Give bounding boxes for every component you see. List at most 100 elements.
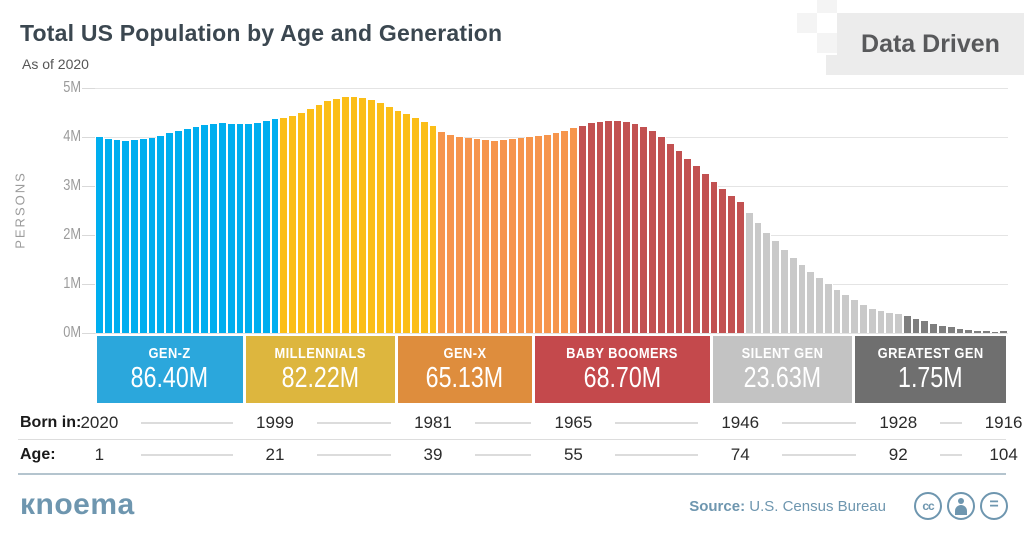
bar — [437, 132, 447, 333]
bar — [305, 108, 315, 333]
generation-band: GEN-Z 86.40M — [96, 336, 243, 403]
bar — [182, 128, 192, 333]
bar — [815, 278, 824, 333]
bar — [349, 96, 359, 333]
y-tick-label: 5M — [63, 79, 81, 96]
attribution-person-icon[interactable] — [947, 492, 975, 520]
bar — [586, 123, 596, 333]
leader-line — [782, 422, 857, 424]
bar — [367, 99, 376, 333]
bar — [174, 130, 183, 333]
bar — [217, 123, 227, 333]
axis-tick — [82, 333, 95, 334]
bar — [938, 325, 947, 333]
axis-tick — [82, 235, 95, 236]
axis-tick — [82, 137, 95, 138]
bar — [613, 121, 622, 333]
checker-decoration-square — [797, 13, 817, 33]
bar — [490, 140, 499, 333]
bar — [788, 257, 798, 333]
bar — [525, 137, 535, 333]
bar — [841, 295, 851, 333]
bar — [463, 138, 473, 333]
bar — [296, 112, 306, 333]
page-subtitle: As of 2020 — [22, 56, 89, 72]
leader-line — [615, 454, 699, 456]
bar — [806, 271, 816, 333]
generation-band: SILENT GEN 23.63M — [712, 336, 852, 403]
y-tick-label: 2M — [63, 226, 81, 243]
axis-value: 1928 — [879, 413, 918, 432]
bar — [419, 122, 429, 333]
leader-line — [474, 454, 532, 456]
bar — [455, 137, 464, 333]
y-tick-label: 0M — [63, 324, 81, 341]
bar — [779, 249, 789, 333]
bar — [911, 318, 921, 333]
bar — [121, 140, 131, 333]
axis-tick — [82, 88, 95, 89]
bar — [692, 166, 701, 333]
source-value: U.S. Census Bureau — [749, 498, 886, 515]
bar — [648, 131, 657, 333]
bar — [700, 174, 710, 333]
bar — [999, 330, 1009, 333]
born-in-row: Born in: 2020 1999 1981 1965 1946 1928 1916 — [20, 410, 1023, 436]
axis-value: 1965 — [554, 413, 593, 432]
checker-decoration-square — [817, 33, 837, 53]
leader-line — [316, 454, 391, 456]
bar — [130, 140, 139, 333]
creative-commons-icon[interactable]: cc — [914, 492, 942, 520]
generation-name: GEN-X — [443, 344, 487, 362]
bar — [332, 98, 341, 333]
bar — [709, 182, 719, 333]
knoema-logo[interactable]: кnoema — [20, 488, 135, 521]
y-tick-label: 1M — [63, 275, 81, 292]
bar — [718, 188, 728, 333]
person-glyph — [954, 497, 968, 515]
bar — [771, 241, 780, 333]
bar — [472, 139, 482, 333]
bar — [832, 289, 842, 333]
bar — [340, 97, 350, 333]
leader-line — [615, 422, 699, 424]
bar — [577, 126, 587, 333]
plot-bars — [95, 88, 1009, 333]
bar — [481, 140, 491, 333]
bar — [103, 139, 113, 333]
y-tick-label: 4M — [63, 128, 81, 145]
leader-line — [316, 422, 391, 424]
axis-value: 1981 — [414, 413, 452, 432]
born-in-row-label: Born in: — [20, 414, 82, 431]
no-derivatives-icon[interactable]: = — [980, 492, 1008, 520]
bar — [920, 321, 930, 333]
axis-value: 104 — [989, 445, 1018, 464]
y-tick-label: 3M — [63, 177, 81, 194]
generation-band: GREATEST GEN 1.75M — [854, 336, 1007, 403]
bar — [95, 137, 104, 333]
bar — [209, 123, 218, 333]
bar — [569, 128, 578, 333]
axis-value: 1946 — [721, 413, 760, 432]
bar — [850, 300, 859, 333]
data-driven-badge-label: Data Driven — [861, 29, 1000, 58]
age-row-label: Age: — [20, 446, 56, 463]
axis-tick — [82, 186, 95, 187]
row-divider — [18, 439, 1006, 440]
bar — [902, 315, 912, 333]
generation-name: SILENT GEN — [741, 344, 824, 362]
y-axis-title: PERSONS — [12, 171, 28, 249]
bar — [358, 97, 368, 333]
bar — [929, 323, 938, 333]
bar — [156, 135, 166, 333]
bar — [288, 115, 297, 333]
leader-line — [141, 422, 233, 424]
bar — [657, 137, 666, 333]
leader-line — [474, 422, 532, 424]
axis-value: 1 — [94, 445, 105, 464]
leader-line — [782, 454, 857, 456]
bar — [507, 139, 517, 333]
checker-decoration-square — [817, 0, 837, 13]
bar — [876, 310, 886, 333]
